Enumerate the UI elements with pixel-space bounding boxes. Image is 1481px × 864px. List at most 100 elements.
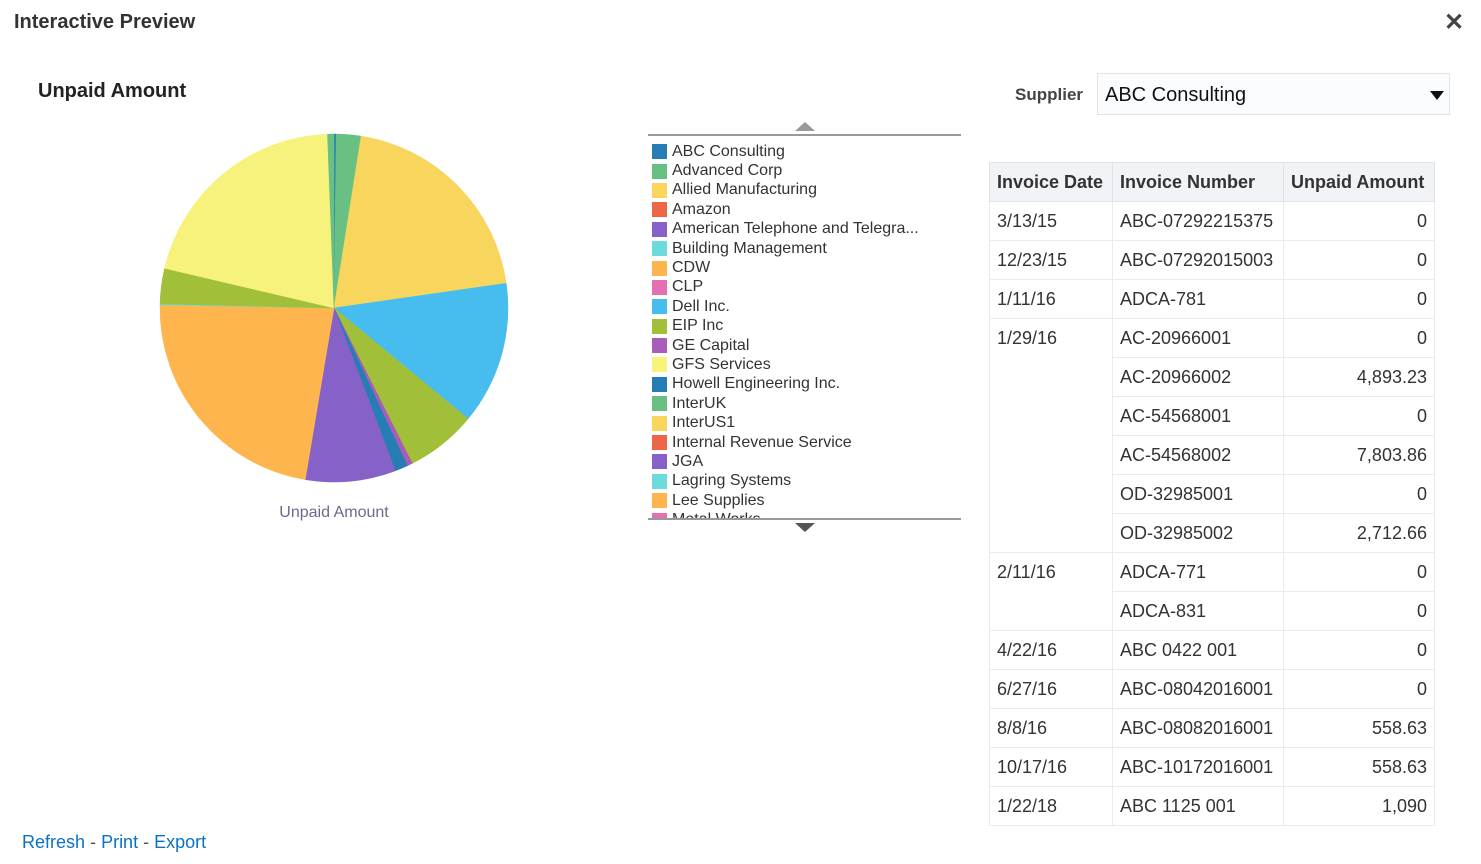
table-row: 3/13/15 ABC-07292215375 0 — [989, 201, 1435, 241]
legend-label: CDW — [672, 259, 711, 277]
table-row: 6/27/16 ABC-08042016001 0 — [989, 669, 1435, 709]
table-row: 4/22/16 ABC 0422 001 0 — [989, 630, 1435, 670]
cell-invoice-number: ABC 1125 001 — [1112, 786, 1284, 826]
legend-item[interactable]: JGA — [652, 452, 957, 471]
legend-swatch — [652, 338, 667, 354]
cell-invoice-number: AC-20966002 — [1112, 357, 1284, 397]
legend-item[interactable]: GE Capital — [652, 336, 957, 355]
cell-unpaid-amount: 0 — [1283, 201, 1435, 241]
legend-swatch — [652, 357, 667, 373]
legend-swatch — [652, 202, 667, 218]
legend-swatch — [652, 318, 667, 334]
header-invoice-number[interactable]: Invoice Number — [1112, 162, 1284, 202]
legend-swatch — [652, 144, 667, 160]
legend-item[interactable]: Lee Supplies — [652, 491, 957, 510]
legend-swatch — [652, 415, 667, 431]
cell-invoice-date: 6/27/16 — [989, 669, 1113, 709]
legend-label: Internal Revenue Service — [672, 433, 852, 451]
legend-scroll-down-icon[interactable] — [795, 523, 815, 532]
legend-label: ABC Consulting — [672, 142, 785, 160]
cell-invoice-number: OD-32985001 — [1112, 474, 1284, 514]
supplier-select[interactable]: ABC Consulting — [1097, 73, 1450, 115]
legend-swatch — [652, 473, 667, 489]
legend-item[interactable]: Building Management — [652, 239, 957, 258]
cell-unpaid-amount: 0 — [1283, 396, 1435, 436]
pie-slice[interactable] — [164, 133, 335, 309]
pie-slice[interactable] — [159, 304, 335, 480]
header-unpaid-amount[interactable]: Unpaid Amount — [1283, 162, 1435, 202]
legend-label: Lee Supplies — [672, 491, 765, 509]
refresh-link[interactable]: Refresh — [22, 832, 86, 852]
export-link[interactable]: Export — [154, 832, 207, 852]
chevron-down-icon — [1430, 91, 1444, 100]
legend-label: GFS Services — [672, 355, 771, 373]
legend-swatch — [652, 260, 667, 276]
legend-item[interactable]: GFS Services — [652, 355, 957, 374]
legend-label: American Telephone and Telegra... — [672, 220, 919, 238]
legend-item[interactable]: Internal Revenue Service — [652, 433, 957, 452]
legend-swatch — [652, 435, 667, 451]
legend-item[interactable]: Howell Engineering Inc. — [652, 375, 957, 394]
legend-item[interactable]: InterUK — [652, 394, 957, 413]
legend-divider — [648, 134, 961, 136]
legend-item[interactable]: EIP Inc — [652, 317, 957, 336]
cell-unpaid-amount: 1,090 — [1283, 786, 1435, 826]
legend-item[interactable]: InterUS1 — [652, 413, 957, 432]
table-row: 10/17/16 ABC-10172016001 558.63 — [989, 747, 1435, 787]
legend-label: Howell Engineering Inc. — [672, 375, 841, 393]
legend-swatch — [652, 241, 667, 257]
legend-item[interactable]: Metal Works — [652, 510, 957, 518]
cell-invoice-date: 1/22/18 — [989, 786, 1113, 826]
cell-invoice-number: ABC-08082016001 — [1112, 708, 1284, 748]
legend-divider — [648, 518, 961, 520]
legend-label: InterUS1 — [672, 414, 736, 432]
legend-label: GE Capital — [672, 336, 750, 354]
cell-invoice-date: 1/11/16 — [989, 279, 1113, 319]
invoice-table: Invoice Date Invoice Number Unpaid Amoun… — [989, 162, 1435, 826]
legend-item[interactable]: Allied Manufacturing — [652, 181, 957, 200]
legend-item[interactable]: Advanced Corp — [652, 161, 957, 180]
legend-item[interactable]: Lagring Systems — [652, 472, 957, 491]
table-row: AC-54568001 0 — [990, 396, 1435, 436]
legend-label: CLP — [672, 278, 704, 296]
header-invoice-date[interactable]: Invoice Date — [989, 162, 1113, 202]
print-link[interactable]: Print — [101, 832, 139, 852]
table-row: AC-20966002 4,893.23 — [990, 357, 1435, 397]
legend-swatch — [652, 512, 667, 518]
pie-slice[interactable] — [304, 307, 396, 483]
pie-slice[interactable] — [327, 133, 335, 309]
table-row: AC-54568002 7,803.86 — [990, 435, 1435, 475]
legend-swatch — [652, 493, 667, 509]
cell-invoice-date: 12/23/15 — [989, 240, 1113, 280]
supplier-select-value: ABC Consulting — [1105, 84, 1247, 106]
table-row: 8/8/16 ABC-08082016001 558.63 — [989, 708, 1435, 748]
legend-item[interactable]: American Telephone and Telegra... — [652, 220, 957, 239]
cell-unpaid-amount: 0 — [1283, 591, 1435, 631]
legend-label: InterUK — [672, 394, 727, 412]
legend-item[interactable]: Amazon — [652, 200, 957, 219]
table-row: 1/29/16 AC-20966001 0 — [989, 318, 1435, 553]
pie-slice[interactable] — [333, 135, 507, 309]
cell-invoice-number: AC-20966001 — [1112, 318, 1284, 358]
legend-swatch — [652, 279, 667, 295]
legend-swatch — [652, 376, 667, 392]
pie-chart — [159, 133, 509, 483]
cell-unpaid-amount: 0 — [1283, 669, 1435, 709]
legend-label: EIP Inc — [672, 317, 724, 335]
legend-item[interactable]: CDW — [652, 258, 957, 277]
cell-invoice-number: ADCA-831 — [1112, 591, 1284, 631]
legend-label: Advanced Corp — [672, 162, 783, 180]
separator: - — [143, 832, 150, 852]
cell-invoice-date: 3/13/15 — [989, 201, 1113, 241]
legend-swatch — [652, 182, 667, 198]
cell-unpaid-amount: 2,712.66 — [1283, 513, 1435, 553]
cell-unpaid-amount: 0 — [1283, 279, 1435, 319]
cell-invoice-number: ABC-08042016001 — [1112, 669, 1284, 709]
close-icon[interactable]: ✕ — [1444, 9, 1465, 36]
legend-item[interactable]: CLP — [652, 278, 957, 297]
legend-item[interactable]: Dell Inc. — [652, 297, 957, 316]
cell-unpaid-amount: 0 — [1283, 630, 1435, 670]
pie-slice[interactable] — [333, 283, 509, 420]
legend-item[interactable]: ABC Consulting — [652, 142, 957, 161]
legend-scroll-up-icon[interactable] — [795, 122, 815, 131]
